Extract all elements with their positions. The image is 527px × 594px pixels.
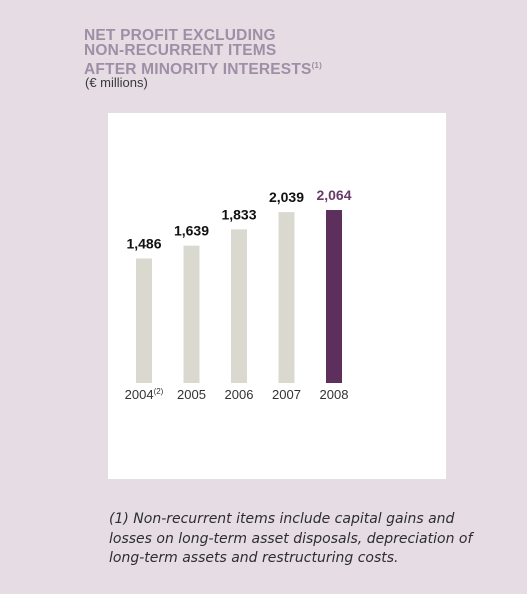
- value-label: 1,486: [126, 235, 161, 251]
- value-label: 1,639: [174, 223, 209, 239]
- bar-chart: 1,486 2004(2) 1,639 2005 1,833 2006 2,039 2007 2…: [125, 187, 352, 402]
- bar-2007: [278, 212, 295, 383]
- category-label: 2006: [225, 387, 254, 402]
- chart-title-text: AFTER MINORITY INTERESTS: [84, 61, 312, 79]
- category-label: 2004(2): [125, 387, 164, 402]
- chart-title-line: AFTER MINORITY INTERESTS(1): [84, 58, 322, 77]
- category-label: 2005: [177, 387, 206, 402]
- value-label: 2,039: [269, 189, 304, 205]
- category-footnote-marker: (2): [154, 387, 164, 396]
- value-label: 1,833: [221, 206, 256, 222]
- category-label: 2008: [320, 387, 349, 402]
- category-label: 2007: [272, 387, 301, 402]
- chart-units: (€ millions): [85, 75, 148, 90]
- bar-2004: [136, 258, 152, 383]
- chart-title-line: NET PROFIT EXCLUDING: [84, 27, 276, 44]
- title-footnote-marker: (1): [311, 61, 322, 70]
- chart-title-line: NON-RECURRENT ITEMS: [84, 42, 277, 59]
- value-label: 2,064: [316, 187, 351, 203]
- footnote: (1) Non-recurrent items include capital …: [109, 511, 473, 566]
- chart-panel: 1,486 2004(2) 1,639 2005 1,833 2006 2,039 2007 2…: [108, 113, 446, 479]
- chart-title: NET PROFIT EXCLUDING NON-RECURRENT ITEMS…: [84, 27, 322, 78]
- bar-2005: [183, 245, 200, 383]
- bar-2006: [231, 229, 247, 383]
- bar-2008: [326, 210, 342, 383]
